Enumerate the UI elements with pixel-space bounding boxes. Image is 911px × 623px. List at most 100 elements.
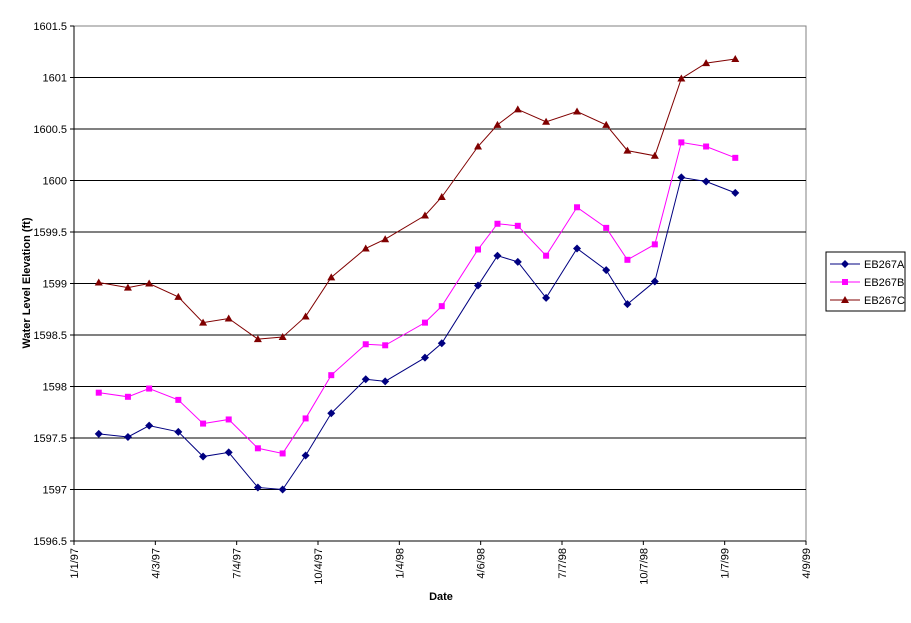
data-point	[175, 396, 182, 403]
data-point	[253, 483, 262, 492]
x-tick-label: 4/9/99	[801, 548, 813, 579]
x-tick-label: 1/1/97	[69, 548, 81, 579]
data-point	[603, 224, 610, 231]
x-tick-label: 7/4/97	[232, 548, 244, 579]
data-point	[199, 452, 208, 461]
x-tick-label: 4/6/98	[476, 548, 488, 579]
data-point	[513, 105, 522, 113]
x-tick-label: 1/4/98	[394, 548, 406, 579]
data-point	[123, 432, 132, 441]
x-tick-label: 10/7/98	[638, 548, 650, 585]
y-axis-title: Water Level Elevation (ft)	[21, 217, 33, 348]
data-point	[650, 277, 659, 286]
data-point	[279, 450, 286, 457]
data-point	[302, 415, 309, 422]
data-point	[381, 377, 390, 386]
data-point	[623, 300, 632, 309]
data-point	[420, 211, 429, 219]
data-point	[124, 393, 131, 400]
data-point	[361, 375, 370, 384]
data-point	[253, 335, 262, 343]
legend-label: EB267A	[864, 259, 905, 271]
data-point	[224, 314, 233, 322]
data-point	[94, 429, 103, 438]
data-point	[475, 246, 482, 253]
data-point	[278, 333, 287, 341]
data-point	[123, 283, 132, 291]
data-point	[677, 74, 686, 82]
legend-label: EB267C	[864, 295, 905, 307]
data-point	[602, 266, 611, 275]
data-point	[437, 339, 446, 348]
data-point	[145, 279, 154, 287]
data-point	[174, 292, 183, 300]
data-point	[602, 120, 611, 128]
data-point	[678, 139, 685, 146]
legend-marker	[841, 260, 849, 268]
data-point	[362, 341, 369, 348]
legend-marker	[841, 296, 849, 303]
data-point	[574, 204, 581, 211]
y-tick-label: 1598.5	[33, 330, 67, 342]
data-point	[421, 319, 428, 326]
legend-label: EB267B	[864, 277, 904, 289]
x-axis-title: Date	[429, 591, 453, 603]
data-point	[327, 409, 336, 418]
data-point	[199, 318, 208, 326]
data-point	[494, 220, 501, 227]
y-tick-label: 1600.5	[33, 124, 67, 136]
y-tick-label: 1601.5	[33, 21, 67, 33]
data-point	[420, 353, 429, 362]
data-point	[542, 293, 551, 302]
data-point	[327, 273, 336, 281]
data-point	[623, 146, 632, 154]
x-tick-label: 1/7/99	[720, 548, 732, 579]
data-point	[278, 485, 287, 494]
x-tick-label: 10/4/97	[313, 548, 325, 585]
data-point	[381, 235, 390, 243]
data-point	[650, 151, 659, 159]
data-point	[732, 154, 739, 161]
x-tick-label: 7/7/98	[557, 548, 569, 579]
y-tick-label: 1600	[43, 176, 67, 188]
data-point	[94, 278, 103, 286]
y-tick-label: 1599	[43, 279, 67, 291]
x-tick-label: 4/3/97	[150, 548, 162, 579]
data-point	[474, 281, 483, 290]
data-point	[174, 427, 183, 436]
y-tick-label: 1598	[43, 382, 67, 394]
data-point	[493, 120, 502, 128]
data-point	[145, 421, 154, 430]
data-point	[328, 372, 335, 379]
data-point	[513, 257, 522, 266]
data-point	[474, 142, 483, 150]
data-point	[703, 143, 710, 150]
y-tick-label: 1597	[43, 485, 67, 497]
y-tick-label: 1599.5	[33, 227, 67, 239]
data-point	[651, 241, 658, 248]
data-point	[437, 192, 446, 200]
data-point	[731, 188, 740, 197]
data-point	[624, 256, 631, 263]
data-point	[301, 312, 310, 320]
data-point	[361, 244, 370, 252]
y-tick-label: 1596.5	[33, 536, 67, 548]
data-point	[382, 342, 389, 349]
data-point	[200, 420, 207, 427]
data-point	[493, 251, 502, 260]
data-point	[702, 59, 711, 67]
data-point	[573, 107, 582, 115]
data-point	[702, 177, 711, 186]
data-point	[254, 445, 261, 452]
data-point	[224, 448, 233, 457]
data-point	[95, 389, 102, 396]
legend-marker	[842, 279, 848, 285]
data-point	[301, 451, 310, 460]
data-point	[543, 252, 550, 259]
data-point	[542, 117, 551, 125]
data-point	[731, 54, 740, 62]
data-point	[677, 173, 686, 182]
data-point	[573, 244, 582, 253]
data-point	[146, 385, 153, 392]
